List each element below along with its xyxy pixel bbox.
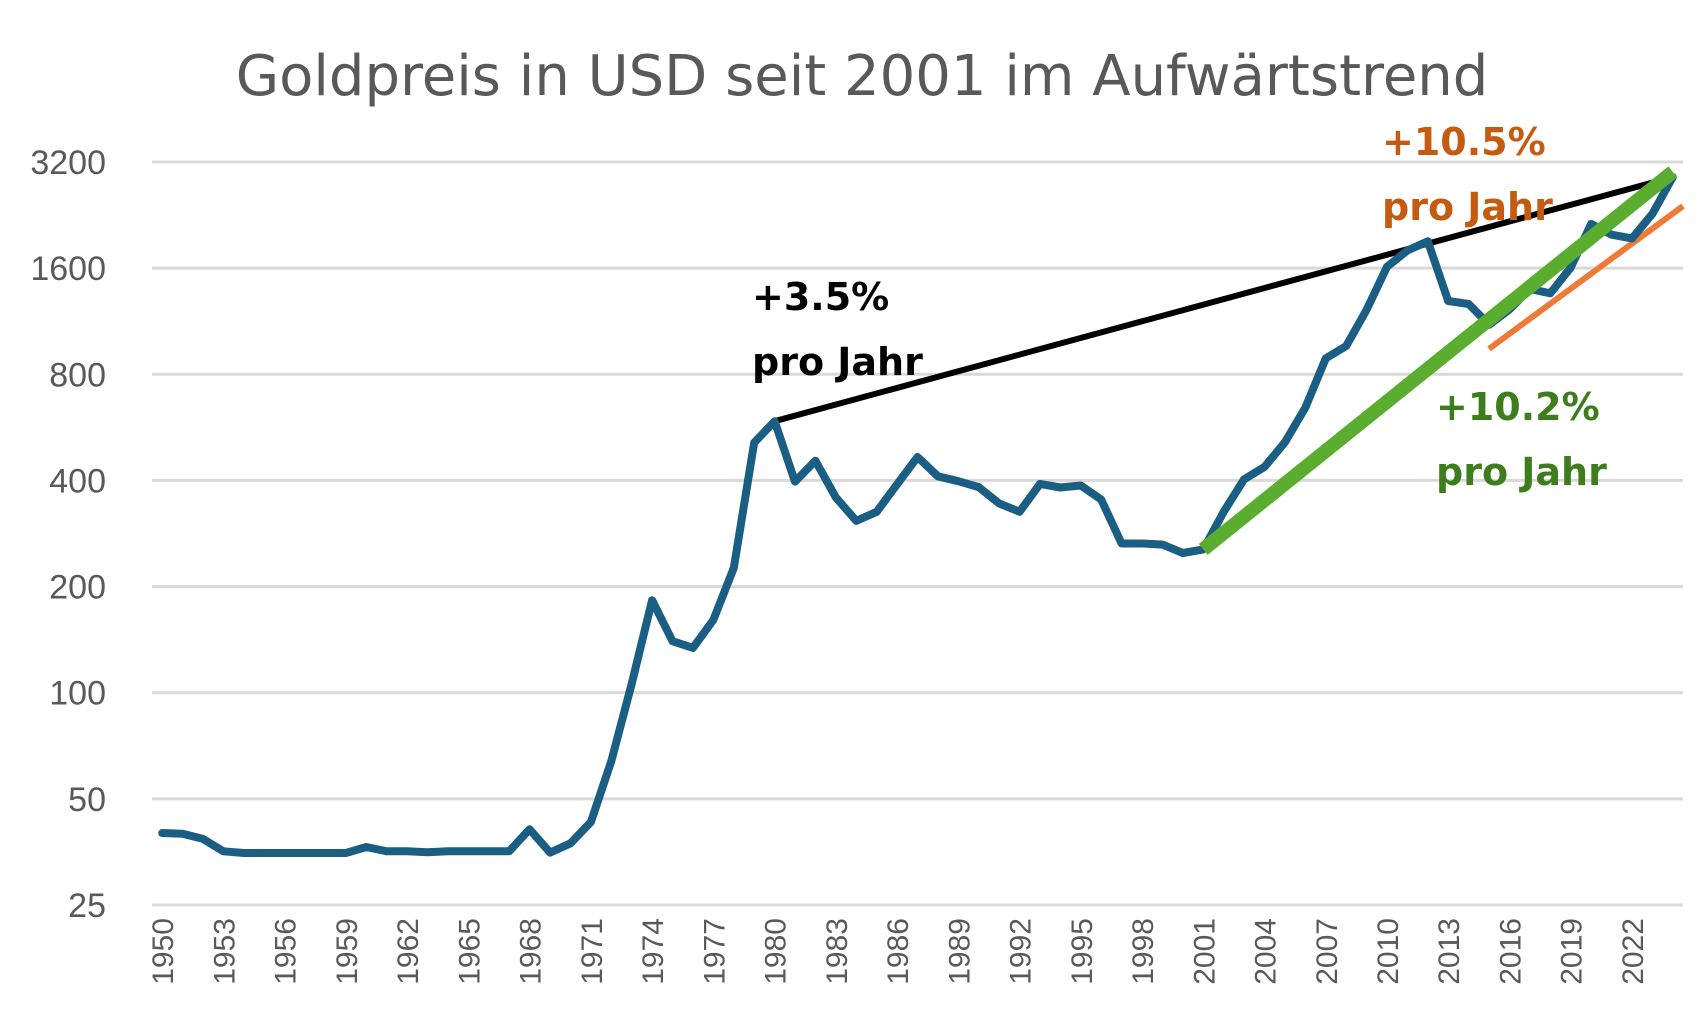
trend-line-green: [1198, 166, 1678, 555]
series-line-gold-price: [158, 173, 1677, 857]
x-tick-label: 1992: [1005, 918, 1038, 985]
x-tick-label: 1959: [331, 918, 364, 985]
x-tick-label: 1965: [453, 918, 486, 985]
x-tick-label: 1977: [698, 918, 731, 985]
x-tick-label: 1971: [576, 918, 609, 985]
chart-title: Goldpreis in USD seit 2001 im Aufwärtstr…: [236, 44, 1489, 109]
series-layer: [158, 166, 1678, 857]
y-tick-label: 50: [68, 781, 106, 819]
x-tick-label: 1950: [147, 918, 180, 985]
x-tick-label: 2013: [1433, 918, 1466, 985]
x-tick-label: 2019: [1556, 918, 1589, 985]
annotation-green: +10.2% pro Jahr: [1436, 385, 1607, 494]
annotation-black-label: pro Jahr: [752, 340, 923, 384]
x-tick-label: 1968: [515, 918, 548, 985]
x-tick-label: 1953: [208, 918, 241, 985]
x-tick-label: 1980: [760, 918, 793, 985]
x-tick-label: 1956: [270, 918, 303, 985]
x-axis-ticks: 1950 1953 1956 1959 1962 1965 1968 1971 1974 1977…: [147, 918, 1650, 985]
x-tick-label: 1986: [882, 918, 915, 985]
trend-line-orange: [1487, 203, 1685, 352]
y-tick-label: 200: [49, 569, 106, 607]
x-tick-label: 1974: [637, 918, 670, 985]
trend-line-black: [773, 174, 1674, 425]
y-tick-label: 100: [49, 675, 106, 713]
x-tick-label: 2004: [1250, 918, 1283, 985]
y-tick-label: 800: [49, 356, 106, 394]
x-tick-label: 2022: [1617, 918, 1650, 985]
y-axis-ticks: 25 50 100 200 400 800 1600 3200: [30, 144, 106, 925]
annotation-orange-label: pro Jahr: [1382, 185, 1553, 229]
annotation-black-pct: +3.5%: [752, 275, 889, 319]
annotation-orange: +10.5% pro Jahr: [1382, 120, 1553, 229]
annotation-green-label: pro Jahr: [1436, 450, 1607, 494]
gridlines: [152, 160, 1683, 907]
y-tick-label: 25: [68, 887, 106, 925]
annotation-black: +3.5% pro Jahr: [752, 275, 923, 384]
y-tick-label: 1600: [30, 250, 106, 288]
x-tick-label: 1998: [1127, 918, 1160, 985]
x-tick-label: 1962: [392, 918, 425, 985]
x-tick-label: 2007: [1311, 918, 1344, 985]
trend-lines: [773, 174, 1685, 425]
annotation-orange-pct: +10.5%: [1382, 120, 1546, 164]
y-tick-label: 400: [49, 462, 106, 500]
x-tick-label: 2001: [1188, 918, 1221, 985]
annotation-green-pct: +10.2%: [1436, 385, 1600, 429]
x-tick-label: 1995: [1066, 918, 1099, 985]
x-tick-label: 2010: [1372, 918, 1405, 985]
y-tick-label: 3200: [30, 144, 106, 182]
x-tick-label: 1983: [821, 918, 854, 985]
x-tick-label: 1989: [943, 918, 976, 985]
x-tick-label: 2016: [1494, 918, 1527, 985]
